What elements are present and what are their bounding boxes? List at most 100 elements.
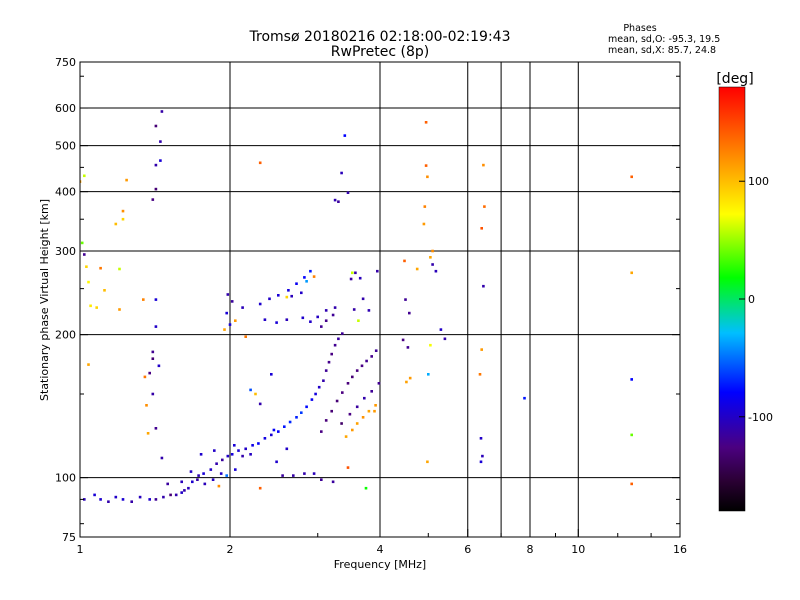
data-point [361, 416, 365, 419]
data-point [351, 428, 354, 432]
data-point [327, 360, 331, 364]
data-point [346, 466, 350, 469]
data-point [270, 433, 273, 437]
data-point [405, 380, 408, 384]
data-point [154, 124, 158, 128]
data-point [146, 432, 150, 435]
data-point [114, 495, 118, 499]
colorbar-tick-label: 0 [748, 293, 755, 306]
data-point [99, 498, 102, 501]
data-point [95, 306, 98, 309]
data-point [320, 430, 323, 433]
data-point [154, 325, 158, 328]
data-point [93, 493, 96, 497]
data-point [351, 375, 354, 379]
y-tick-label: 300 [55, 245, 76, 258]
data-point [324, 319, 328, 322]
data-point [482, 163, 485, 167]
data-point [277, 430, 280, 433]
data-point [268, 297, 271, 301]
data-point [196, 478, 199, 481]
data-point [237, 449, 240, 452]
data-point [355, 405, 359, 409]
y-tick-label: 200 [55, 329, 76, 342]
data-point [346, 191, 350, 194]
data-point [241, 306, 244, 309]
data-point [630, 482, 633, 486]
data-point [335, 399, 339, 403]
data-point [429, 343, 432, 347]
y-tick-label: 400 [55, 186, 76, 199]
data-point [341, 391, 344, 394]
data-point [423, 205, 427, 208]
data-point [275, 460, 278, 464]
data-point [331, 313, 335, 317]
data-point [121, 217, 125, 221]
grid-lines [80, 62, 681, 537]
x-tick-labels: 1 2 4 6 8 10 16 [77, 543, 688, 556]
data-point [114, 222, 118, 226]
data-point [199, 453, 203, 456]
x-tick-label: 10 [571, 543, 585, 556]
data-point [404, 298, 407, 301]
data-point [234, 468, 237, 471]
colorbar-label: [deg] [716, 71, 753, 87]
data-point [330, 352, 333, 356]
data-point [295, 282, 298, 285]
data-point [312, 275, 316, 278]
data-point [226, 293, 230, 296]
data-point [320, 325, 323, 328]
data-point [87, 363, 90, 366]
data-point [159, 140, 162, 143]
stats-heading: Phases [623, 23, 656, 34]
data-point [408, 311, 411, 315]
data-point [258, 402, 262, 406]
data-point [355, 422, 359, 425]
x-tick-label: 16 [673, 543, 687, 556]
colorbar-ticks: 100 0 -100 [739, 175, 773, 424]
data-point [630, 271, 633, 275]
data-point [285, 295, 289, 299]
data-point [320, 478, 323, 481]
data-point [263, 437, 267, 440]
data-point [258, 161, 262, 165]
data-point [160, 456, 164, 460]
data-point [310, 398, 314, 401]
data-point [341, 332, 344, 335]
data-point [154, 163, 158, 167]
data-point [324, 369, 328, 372]
data-point [257, 442, 260, 445]
data-point [300, 291, 303, 295]
y-tick-label: 500 [55, 140, 76, 153]
data-point [189, 470, 193, 473]
data-point [303, 472, 306, 475]
data-point [370, 390, 373, 393]
data-point [145, 404, 148, 407]
data-point [355, 369, 359, 372]
data-point [121, 209, 125, 213]
data-point [157, 364, 161, 368]
stats-o-line: mean, sd,O: -95.3, 19.5 [608, 34, 720, 45]
data-point [292, 474, 295, 477]
data-point [352, 308, 356, 311]
data-point [374, 349, 378, 352]
data-point [481, 454, 484, 458]
data-point [285, 447, 289, 451]
data-point [80, 241, 84, 245]
data-point [85, 265, 88, 268]
data-point [121, 498, 125, 501]
data-point [479, 437, 483, 440]
x-axis-label: Frequency [MHz] [334, 558, 426, 571]
data-point [228, 323, 232, 326]
data-points [80, 110, 633, 503]
data-point [314, 392, 317, 396]
data-point [415, 267, 419, 271]
data-point [443, 337, 447, 341]
data-point [290, 294, 293, 298]
data-point [324, 419, 328, 422]
data-point [424, 121, 428, 124]
data-point [365, 359, 368, 363]
data-point [309, 320, 312, 323]
data-point [225, 311, 228, 315]
